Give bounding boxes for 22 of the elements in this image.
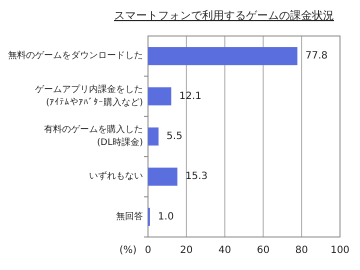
- bar: [148, 87, 172, 106]
- x-tick-label: 80: [295, 245, 308, 256]
- bar: [148, 168, 178, 186]
- bar: [148, 127, 159, 146]
- x-tick-label: 40: [218, 245, 232, 256]
- y-tick-label: ゲームアプリ内課金をした (ｱｲﾃﾑやｱﾊﾞﾀｰ購入など): [35, 84, 143, 108]
- data-label: 1.0: [158, 211, 174, 222]
- data-label: 15.3: [185, 171, 208, 182]
- data-label: 12.1: [179, 90, 202, 102]
- y-tick-label: いずれもない: [89, 170, 143, 182]
- y-tick-label: 有料のゲームを購入した (DL時課金): [44, 124, 143, 148]
- x-tick-label: 100: [330, 245, 350, 256]
- chart-title: スマートフォンで利用するゲームの課金状況: [114, 9, 334, 22]
- x-tick-label: 0: [144, 245, 152, 256]
- data-label: 77.8: [305, 50, 328, 62]
- bar: [148, 47, 298, 66]
- data-label: 5.5: [166, 131, 182, 142]
- y-tick-label: 無料のゲームをダウンロードした: [8, 50, 143, 62]
- x-tick-label: 60: [256, 245, 270, 256]
- y-tick-label: 無回答: [116, 210, 143, 222]
- x-tick-label: 20: [180, 245, 193, 256]
- x-axis-title: (%): [119, 245, 137, 256]
